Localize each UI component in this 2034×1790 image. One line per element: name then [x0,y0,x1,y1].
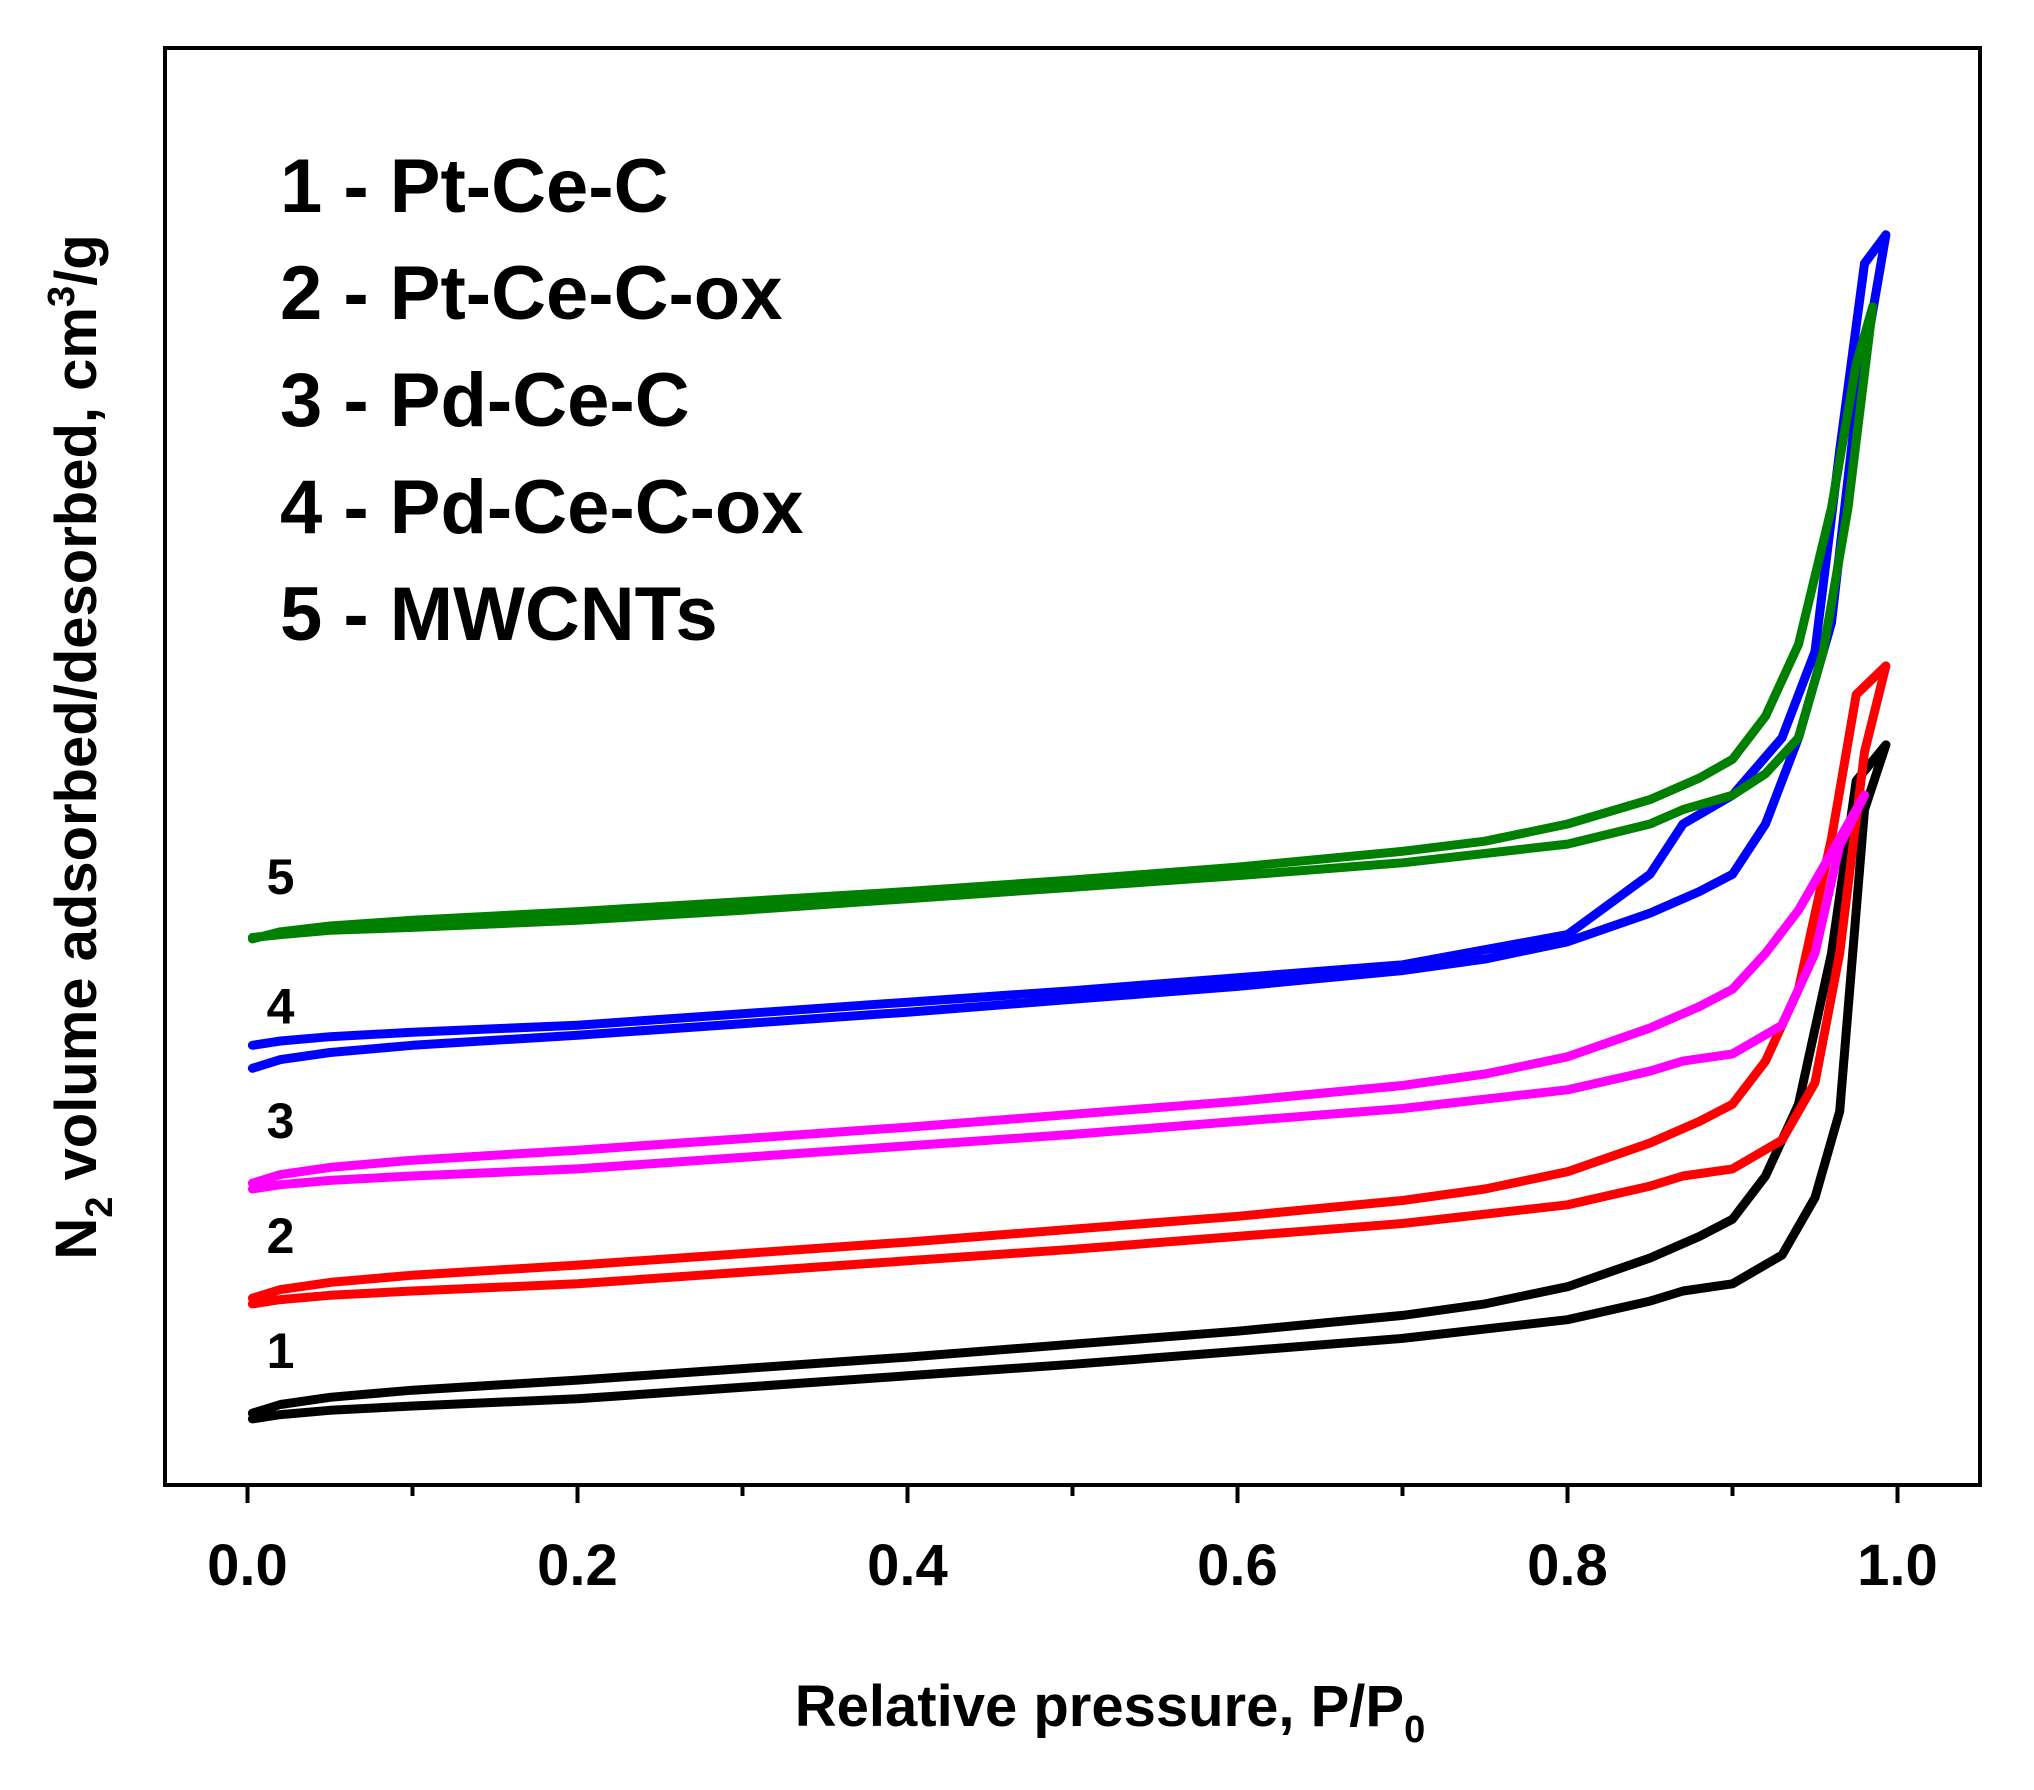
series-line-3 [247,790,1869,1194]
series-line-1 [247,740,1891,1424]
legend: 1 - Pt-Ce-C 2 - Pt-Ce-C-ox 3 - Pd-Ce-C 4 - … [280,144,804,657]
series-line-5 [247,302,1878,944]
legend-entry: 2 - Pt-Ce-C-ox [280,251,782,336]
x-axis-label: Relative pressure, P/P0 [795,1674,1425,1751]
y-axis-label: N2 volume adsorbed/desorbed, cm3/g [41,234,121,1259]
x-tick-label: 0.8 [1527,1533,1608,1598]
series-layer [247,230,1891,1424]
x-axis-ticks [245,1485,1900,1503]
legend-entry: 5 - MWCNTs [280,572,718,657]
legend-entry: 4 - Pd-Ce-C-ox [280,465,804,550]
curve-label-3: 3 [267,1093,295,1149]
series-line-2 [247,661,1891,1309]
curve-label-2: 2 [267,1208,295,1264]
x-tick-label: 1.0 [1857,1533,1938,1598]
curve-labels: 1 2 3 4 5 [267,849,295,1379]
x-tick-label: 0.6 [1197,1533,1278,1598]
curve-label-5: 5 [267,849,295,905]
x-tick-label: 0.2 [537,1533,618,1598]
y-axis-label-superscript: 3 [41,286,83,307]
legend-entry: 3 - Pd-Ce-C [280,358,690,443]
curve-label-1: 1 [267,1323,295,1379]
x-tick-label: 0.4 [867,1533,948,1598]
x-axis-label-subscript: 0 [1404,1709,1425,1751]
legend-entry: 1 - Pt-Ce-C [280,144,668,229]
x-axis-tick-labels: 0.0 0.2 0.4 0.6 0.8 1.0 [207,1533,1938,1598]
y-axis-label-subscript: 2 [79,1197,121,1218]
curve-label-4: 4 [267,978,295,1034]
x-tick-label: 0.0 [207,1533,288,1598]
